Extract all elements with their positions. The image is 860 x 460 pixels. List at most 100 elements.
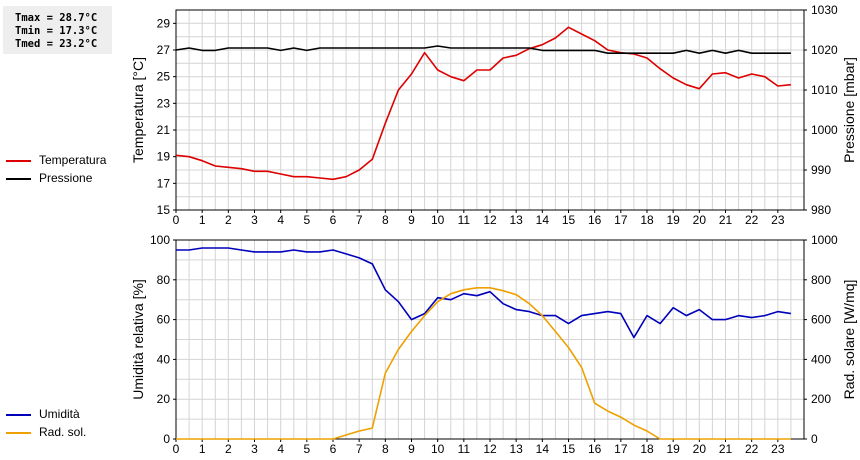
legend-item-pressione: Pressione	[6, 171, 136, 187]
x-tick-label: 3	[251, 213, 258, 227]
x-tick-label: 17	[614, 213, 628, 227]
x-tick-label: 21	[719, 442, 733, 456]
x-tick-label: 8	[382, 442, 389, 456]
x-tick-label: 15	[562, 213, 576, 227]
y-right-tick-label: 1000	[811, 233, 838, 247]
x-tick-label: 12	[483, 442, 497, 456]
x-tick-label: 16	[588, 213, 602, 227]
x-tick-label: 3	[251, 442, 258, 456]
x-tick-label: 0	[173, 213, 180, 227]
y-right-axis-title: Rad. solare [W/mq]	[841, 280, 857, 400]
y-tick-label: 25	[157, 70, 171, 84]
x-tick-label: 14	[536, 213, 550, 227]
y-right-tick-label: 800	[811, 273, 831, 287]
chart-panel-1: 0 1 2 3 4 5 6 7 8 9 10 11 12 13 14 15 16 17 18 19 20 21 22 2315…	[130, 3, 857, 227]
x-tick-label: 2	[225, 213, 232, 227]
x-tick-label: 11	[458, 213, 471, 227]
x-tick-label: 7	[356, 442, 363, 456]
x-tick-label: 19	[666, 213, 680, 227]
legend-label-umidita: Umidità	[39, 407, 80, 421]
x-tick-label: 12	[483, 213, 497, 227]
x-tick-label: 9	[408, 442, 415, 456]
legend-item-radsol: Rad. sol.	[6, 425, 136, 441]
x-tick-label: 23	[771, 213, 785, 227]
x-tick-label: 18	[640, 213, 654, 227]
x-tick-label: 19	[666, 442, 680, 456]
x-tick-label: 21	[719, 213, 733, 227]
y-right-tick-label: 1020	[811, 43, 838, 57]
series-line-pressione	[175, 45, 791, 55]
legend-label-radsol: Rad. sol.	[39, 425, 87, 439]
x-tick-label: 20	[693, 213, 707, 227]
x-tick-label: 6	[330, 213, 337, 227]
y-axis-title: Umidità relativa [%]	[130, 279, 146, 400]
x-tick-label: 17	[614, 442, 628, 456]
y-right-tick-label: 1010	[811, 83, 838, 97]
y-tick-label: 40	[157, 352, 171, 366]
y-right-tick-label: 980	[811, 203, 831, 217]
x-tick-label: 14	[536, 442, 550, 456]
x-tick-label: 4	[277, 442, 284, 456]
y-tick-label: 23	[157, 96, 171, 110]
x-tick-label: 7	[356, 213, 363, 227]
x-tick-label: 16	[588, 442, 602, 456]
x-tick-label: 23	[771, 442, 785, 456]
stat-tmed: Tmed = 23.2°C	[15, 38, 98, 50]
y-tick-label: 0	[163, 432, 170, 446]
x-tick-label: 13	[509, 442, 523, 456]
chart-panel-2: 0 1 2 3 4 5 6 7 8 9 10 11 12 13 14 15 16 17 18 19 20 21 22 2302…	[130, 233, 857, 456]
y-tick-label: 27	[157, 43, 171, 57]
x-tick-label: 0	[173, 442, 180, 456]
x-tick-label: 5	[303, 213, 310, 227]
y-tick-label: 19	[157, 150, 171, 164]
legend-item-umidita: Umidità	[6, 407, 136, 423]
x-tick-label: 1	[199, 442, 206, 456]
y-right-tick-label: 1000	[811, 123, 838, 137]
x-tick-label: 1	[199, 213, 206, 227]
x-tick-label: 5	[303, 442, 310, 456]
x-tick-label: 9	[408, 213, 415, 227]
legend-swatch-pressione	[6, 178, 31, 180]
stat-tmin: Tmin = 17.3°C	[15, 25, 98, 37]
stat-tmax: Tmax = 28.7°C	[15, 12, 98, 24]
series-line-temperatura	[175, 26, 791, 181]
x-tick-label: 13	[509, 213, 523, 227]
legend-label-pressione: Pressione	[39, 171, 93, 185]
legend-swatch-umidita	[6, 414, 31, 416]
y-tick-label: 21	[157, 123, 171, 137]
series-line-umidit	[176, 247, 792, 339]
y-axis-title: Temperatura [°C]	[130, 57, 146, 163]
x-tick-label: 4	[277, 213, 284, 227]
x-tick-label: 11	[458, 442, 471, 456]
y-right-tick-label: 600	[811, 313, 831, 327]
y-right-tick-label: 0	[811, 432, 818, 446]
x-tick-label: 8	[382, 213, 389, 227]
y-right-tick-label: 400	[811, 352, 831, 366]
legend-label-temperatura: Temperatura	[39, 153, 107, 167]
y-tick-label: 17	[157, 176, 171, 190]
y-tick-label: 29	[157, 16, 171, 30]
x-tick-label: 20	[693, 442, 707, 456]
y-tick-label: 100	[150, 233, 170, 247]
x-tick-label: 10	[431, 213, 445, 227]
y-tick-label: 15	[157, 203, 171, 217]
y-tick-label: 60	[157, 313, 171, 327]
series-line-rad-sol	[176, 286, 791, 440]
y-tick-label: 80	[157, 273, 171, 287]
y-right-tick-label: 990	[811, 163, 831, 177]
x-tick-label: 18	[640, 442, 654, 456]
y-tick-label: 20	[157, 392, 171, 406]
stats-box: Tmax = 28.7°C Tmin = 17.3°C Tmed = 23.2°…	[3, 6, 112, 54]
x-tick-label: 10	[431, 442, 445, 456]
legend-item-temperatura: Temperatura	[6, 153, 136, 169]
y-right-tick-label: 200	[811, 392, 831, 406]
x-tick-label: 22	[745, 213, 759, 227]
x-tick-label: 15	[562, 442, 576, 456]
x-tick-label: 6	[330, 442, 337, 456]
legend-swatch-temperatura	[6, 160, 31, 162]
y-right-axis-title: Pressione [mbar]	[841, 57, 857, 163]
legend-swatch-radsol	[6, 432, 31, 434]
y-right-tick-label: 1030	[811, 3, 838, 17]
x-tick-label: 2	[225, 442, 232, 456]
